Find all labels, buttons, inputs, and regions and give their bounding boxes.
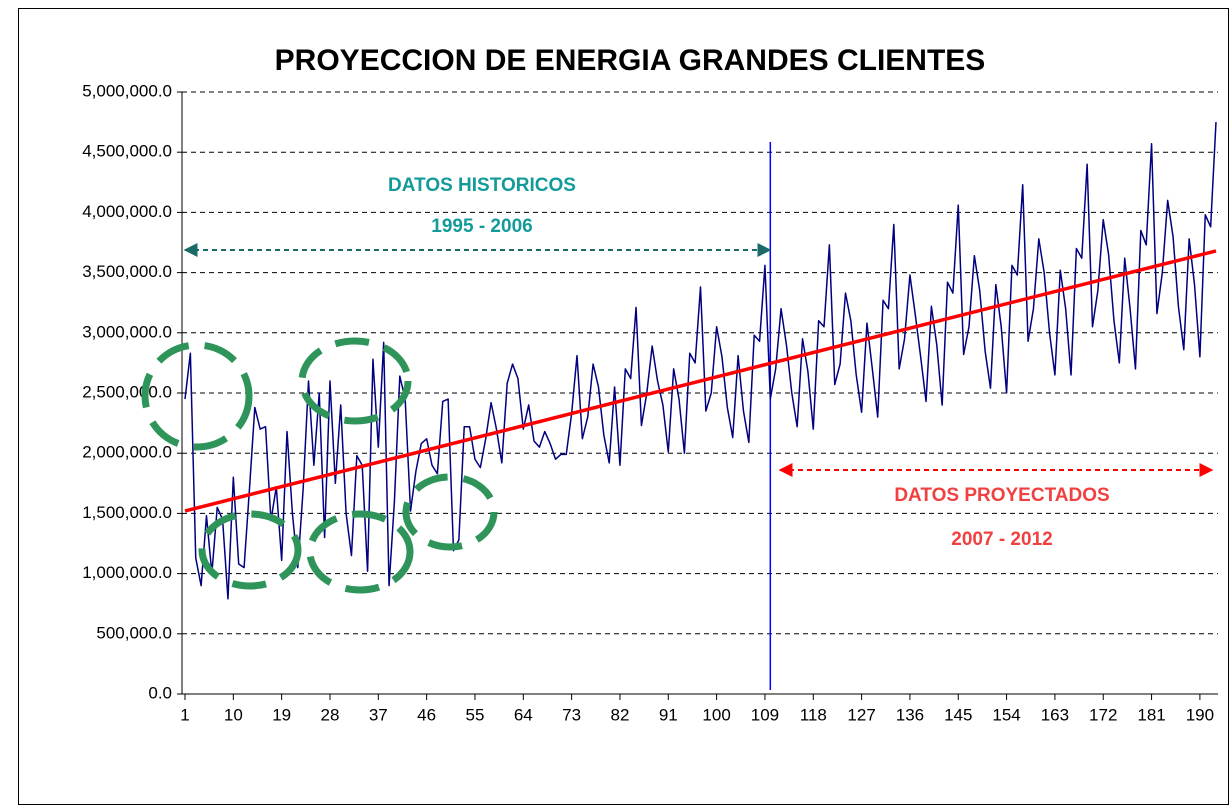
x-tick-label: 91: [659, 705, 678, 724]
y-tick-label: 0.0: [148, 683, 172, 702]
annotation: DATOS HISTORICOS: [388, 175, 576, 196]
x-tick-label: 100: [702, 705, 730, 724]
annotation: 2007 - 2012: [951, 529, 1052, 550]
x-tick-label: 10: [224, 705, 243, 724]
x-tick-label: 190: [1186, 705, 1214, 724]
ellipse: [306, 510, 414, 594]
ellipse: [141, 341, 253, 451]
y-tick-label: 3,000,000.0: [82, 322, 172, 341]
x-tick-label: 136: [896, 705, 924, 724]
x-tick-label: 154: [992, 705, 1020, 724]
x-tick-label: 37: [369, 705, 388, 724]
y-tick-label: 5,000,000.0: [82, 81, 172, 100]
y-tick-label: 3,500,000.0: [82, 262, 172, 281]
x-tick-label: 163: [1041, 705, 1069, 724]
x-tick-label: 73: [562, 705, 581, 724]
x-tick-label: 118: [800, 705, 827, 724]
x-tick-label: 46: [417, 705, 436, 724]
x-tick-label: 127: [847, 705, 875, 724]
trend-line: [184, 249, 1217, 513]
highlight-ellipses: [141, 337, 498, 594]
y-tick-label: 1,000,000.0: [82, 563, 172, 582]
x-tick-label: 172: [1089, 705, 1117, 724]
ellipse: [298, 337, 412, 425]
x-tick-label: 145: [944, 705, 972, 724]
x-tick-label: 1: [180, 705, 189, 724]
x-tick-label: 181: [1137, 705, 1165, 724]
annotation: DATOS PROYECTADOS: [894, 485, 1109, 506]
y-tick-label: 1,500,000.0: [82, 503, 172, 522]
annotation: 1995 - 2006: [431, 216, 532, 237]
x-tick-label: 64: [514, 705, 533, 724]
x-tick-label: 19: [272, 705, 291, 724]
chart-title: PROYECCION DE ENERGIA GRANDES CLIENTES: [275, 44, 986, 77]
ellipse: [198, 510, 302, 590]
x-tick-label: 109: [751, 705, 779, 724]
ellipse: [402, 473, 498, 551]
y-tick-label: 2,000,000.0: [82, 443, 172, 462]
y-tick-label: 500,000.0: [96, 623, 172, 642]
data-line: [184, 122, 1217, 600]
y-tick-label: 4,500,000.0: [82, 142, 172, 161]
y-tick-label: 2,500,000.0: [82, 382, 172, 401]
x-tick-label: 55: [466, 705, 485, 724]
x-tick-label: 82: [610, 705, 629, 724]
y-tick-label: 4,000,000.0: [82, 202, 172, 221]
x-tick-label: 28: [321, 705, 340, 724]
